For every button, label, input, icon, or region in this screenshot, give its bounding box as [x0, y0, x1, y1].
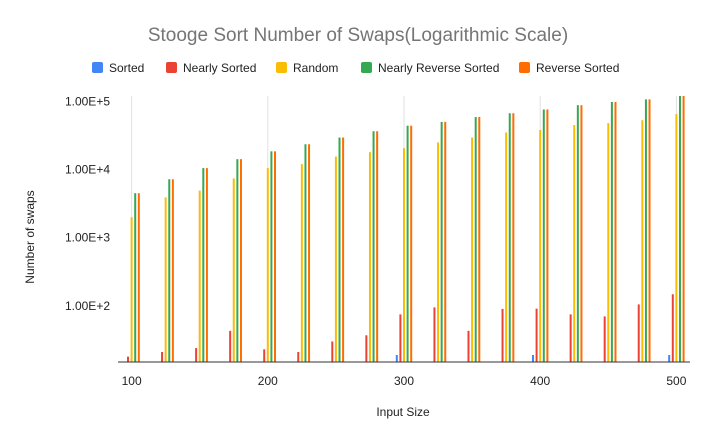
y-tick-labels: 1.00E+2 1.00E+3 1.00E+4 1.00E+5	[65, 94, 110, 312]
bar	[263, 349, 266, 362]
bar	[365, 335, 368, 362]
bar	[512, 113, 515, 363]
bar	[467, 330, 470, 362]
bar	[137, 193, 140, 362]
bar	[342, 137, 345, 362]
bar	[338, 137, 341, 362]
bar	[478, 117, 481, 362]
bar	[372, 131, 375, 362]
bar	[535, 308, 538, 362]
bar	[614, 101, 617, 362]
bar	[668, 355, 671, 362]
bar	[232, 178, 235, 362]
legend-swatch	[276, 62, 287, 73]
legend-label: Nearly Sorted	[183, 61, 256, 75]
y-tick-label: 1.00E+4	[65, 163, 110, 177]
bar	[297, 352, 300, 362]
bar	[682, 96, 685, 362]
bar	[576, 105, 579, 362]
bar	[678, 96, 681, 362]
bar	[546, 109, 549, 362]
bar	[505, 132, 508, 362]
legend-label: Nearly Reverse Sorted	[378, 61, 499, 75]
bar	[403, 148, 405, 362]
legend-label: Random	[293, 61, 338, 75]
bar	[607, 123, 610, 363]
x-tick-label: 500	[666, 374, 686, 388]
bar	[198, 190, 201, 362]
bar	[368, 152, 371, 362]
x-tick-labels: 100 200 300 400 500	[122, 374, 687, 388]
bar	[542, 109, 545, 362]
y-tick-label: 1.00E+5	[65, 94, 110, 108]
bar	[376, 131, 379, 362]
bar	[331, 341, 334, 362]
bar	[270, 151, 273, 362]
bar	[134, 193, 137, 362]
bar	[202, 168, 205, 362]
bar	[603, 316, 606, 362]
bar	[130, 217, 133, 362]
bar	[168, 179, 171, 362]
bar	[164, 197, 167, 362]
bar	[437, 142, 440, 362]
x-axis-label: Input Size	[376, 405, 430, 419]
bar	[171, 179, 174, 362]
bar	[236, 159, 239, 362]
bar	[161, 352, 164, 362]
y-axis-label: Number of swaps	[23, 190, 37, 283]
bar	[648, 99, 651, 363]
bar	[239, 159, 242, 362]
bar	[300, 164, 303, 362]
bar	[440, 121, 443, 362]
bar	[508, 113, 511, 363]
bar	[229, 330, 232, 362]
bar	[399, 314, 402, 362]
x-tick-label: 100	[122, 374, 142, 388]
bar	[671, 294, 674, 362]
bar	[308, 144, 311, 362]
legend-label: Sorted	[109, 61, 144, 75]
bar	[410, 125, 413, 362]
bar	[675, 114, 678, 363]
legend-label: Reverse Sorted	[536, 61, 619, 75]
bar	[610, 101, 613, 362]
bar	[531, 355, 534, 362]
bar	[539, 130, 542, 362]
bar	[195, 348, 198, 362]
bars	[127, 96, 685, 363]
x-tick-label: 200	[258, 374, 278, 388]
legend-swatch	[166, 62, 177, 73]
x-tick-label: 300	[394, 374, 414, 388]
x-tick-label: 400	[530, 374, 550, 388]
bar	[266, 168, 269, 362]
bar	[433, 307, 436, 362]
chart-title: Stooge Sort Number of Swaps(Logarithmic …	[148, 25, 568, 46]
y-tick-label: 1.00E+2	[65, 299, 110, 313]
bar	[637, 304, 640, 362]
bar	[406, 125, 409, 362]
bar	[573, 125, 576, 363]
legend-swatch	[361, 62, 372, 73]
bar	[580, 105, 583, 362]
bar	[471, 137, 474, 362]
bar	[569, 314, 572, 362]
bar	[205, 168, 208, 362]
bar	[641, 120, 644, 363]
legend-swatch	[519, 62, 530, 73]
bar	[644, 99, 647, 363]
legend-swatch	[92, 62, 103, 73]
bar	[127, 356, 130, 362]
bar	[501, 308, 504, 362]
bar	[444, 121, 447, 362]
y-tick-label: 1.00E+3	[65, 231, 110, 245]
bar	[304, 144, 307, 362]
bar	[274, 151, 277, 362]
bar	[395, 355, 398, 362]
legend: Sorted Nearly Sorted Random Nearly Reverse …	[92, 61, 619, 75]
bar	[474, 117, 477, 362]
bar	[334, 156, 337, 362]
